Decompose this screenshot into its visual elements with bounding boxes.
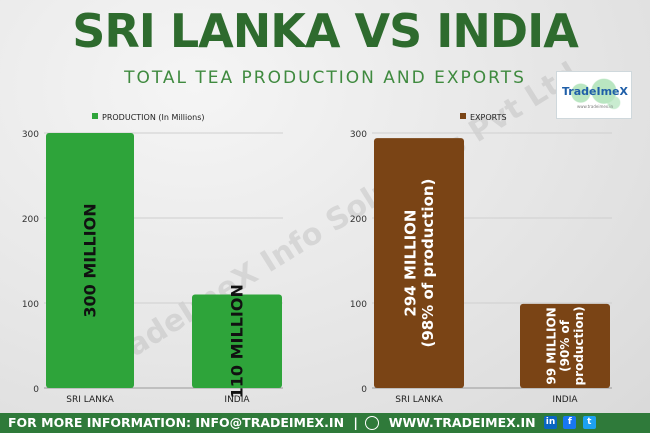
x-tick-label: SRI LANKA: [66, 395, 114, 405]
brand-logo[interactable]: TradeImeX www.tradeimex.in: [556, 71, 632, 119]
logo-name: TradeImeX: [562, 85, 628, 98]
legend-label: PRODUCTION (In Millions): [102, 113, 205, 122]
legend-swatch: [92, 113, 98, 119]
bar: [192, 294, 282, 388]
world-map-icon: [561, 76, 627, 114]
x-tick-label: INDIA: [224, 395, 250, 405]
y-tick-label: 300: [350, 130, 367, 140]
linkedin-icon[interactable]: in: [544, 416, 558, 429]
footer-bar: FOR MORE INFORMATION: INFO@TRADEIMEX.IN …: [0, 413, 650, 433]
data-label: 294 MILLION(98% of production): [402, 179, 437, 348]
data-label: 99 MILLION(90% ofproduction): [544, 306, 586, 385]
bar: [46, 133, 134, 388]
bar: [520, 303, 610, 388]
y-tick-label: 200: [22, 215, 39, 225]
facebook-icon[interactable]: f: [563, 416, 577, 429]
logo-tagline: www.tradeimex.in: [576, 104, 614, 109]
globe-icon: [365, 416, 380, 430]
legend-swatch: [460, 113, 466, 119]
data-label: 110 MILLION: [228, 284, 247, 398]
y-tick-label: 100: [350, 300, 367, 310]
footer-separator: |: [353, 415, 358, 430]
data-label: 300 MILLION: [81, 203, 100, 317]
footer-info-text[interactable]: FOR MORE INFORMATION: INFO@TRADEIMEX.IN: [8, 415, 345, 430]
y-tick-label: 100: [22, 300, 39, 310]
y-tick-label: 300: [22, 130, 39, 140]
bar: [374, 138, 464, 388]
y-tick-label: 0: [33, 385, 39, 395]
footer-website-link[interactable]: WWW.TRADEIMEX.IN: [388, 415, 536, 430]
charts-area: 0 100 200 300 PRODUCTION (In Millions) SRI LA…: [22, 113, 612, 405]
twitter-icon[interactable]: t: [582, 416, 596, 429]
y-tick-label: 200: [350, 215, 367, 225]
page-title: SRI LANKA VS INDIA: [72, 4, 579, 58]
legend-label: EXPORTS: [470, 113, 507, 122]
x-tick-label: INDIA: [552, 395, 578, 405]
y-tick-label: 0: [361, 385, 367, 395]
x-tick-label: SRI LANKA: [395, 395, 443, 405]
page-subtitle: TOTAL TEA PRODUCTION AND EXPORTS: [124, 68, 526, 88]
